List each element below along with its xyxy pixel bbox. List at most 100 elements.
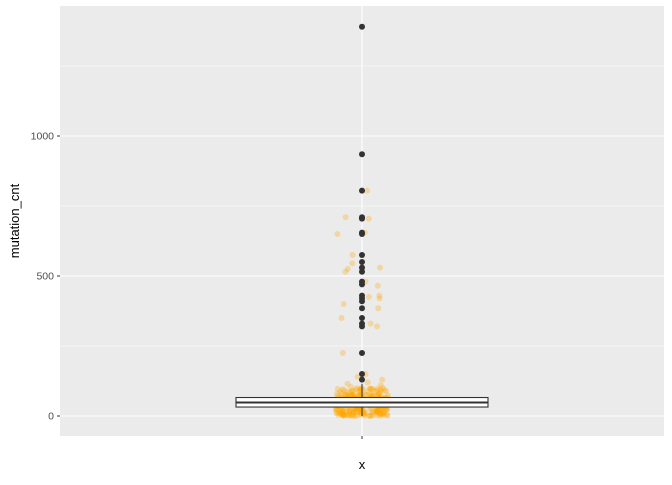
jitter-point [366, 385, 373, 392]
jitter-point [354, 373, 361, 380]
jitter-point [344, 380, 351, 387]
jitter-point [347, 389, 353, 396]
jitter-point [336, 407, 343, 414]
jitter-point [358, 391, 365, 398]
jitter-point [342, 411, 349, 418]
jitter-point [339, 386, 346, 393]
jitter-point [353, 409, 360, 416]
jitter-point [344, 266, 351, 272]
jitter-point [339, 406, 346, 413]
jitter-point [335, 409, 342, 416]
jitter-point [367, 412, 374, 419]
outlier-point [359, 23, 365, 30]
jitter-point [352, 413, 359, 419]
jitter-point [383, 406, 390, 413]
jitter-point [368, 391, 375, 398]
jitter-point [333, 390, 340, 397]
jitter-point [380, 385, 386, 391]
jitter-point [374, 282, 381, 289]
jitter-point [374, 407, 381, 413]
jitter-point [374, 408, 381, 415]
jitter-point [377, 386, 384, 393]
jitter-point [339, 409, 346, 416]
jitter-point [340, 412, 347, 419]
jitter-point [369, 409, 376, 416]
y-axis-label: mutation_cnt [7, 183, 22, 258]
jitter-point [375, 407, 382, 413]
jitter-point [339, 411, 346, 418]
jitter-point [349, 412, 356, 419]
jitter-point [339, 408, 346, 415]
jitter-point [341, 412, 348, 419]
jitter-point [379, 411, 386, 418]
jitter-point [341, 387, 348, 394]
outlier-point [359, 215, 365, 222]
jitter-point [359, 386, 366, 393]
jitter-point [373, 387, 380, 394]
jitter-point [350, 408, 357, 415]
jitter-point [375, 392, 382, 399]
jitter-point [361, 411, 368, 418]
jitter-point [354, 385, 360, 392]
jitter-point [338, 315, 345, 321]
outlier-point [359, 315, 365, 321]
jitter-point [374, 323, 381, 330]
jitter-point [383, 388, 390, 394]
jitter-point [341, 411, 347, 418]
jitter-point [373, 408, 380, 415]
jitter-point [343, 392, 349, 399]
jitter-point [382, 407, 389, 414]
jitter-point [366, 412, 373, 419]
jitter-point [337, 388, 344, 395]
jitter-point [350, 408, 357, 415]
jitter-point [367, 320, 374, 327]
jitter-point [369, 386, 376, 393]
jitter-point [342, 268, 349, 275]
jitter-point [347, 412, 353, 419]
jitter-point [340, 412, 347, 419]
outlier-point [359, 259, 365, 265]
outlier-point [359, 305, 365, 312]
jitter-point [349, 388, 356, 395]
box [235, 383, 489, 416]
jitter-point [352, 386, 359, 393]
outlier-point [359, 151, 365, 158]
jitter-point [349, 252, 356, 258]
jitter-point [381, 411, 388, 418]
jitter-point [374, 385, 381, 392]
y-tick-label: 1000 [31, 131, 55, 143]
jitter-point [375, 407, 382, 414]
jitter-point [365, 294, 372, 300]
jitter-point [351, 392, 358, 399]
jitter-point [337, 407, 344, 414]
jitter-point [377, 406, 384, 413]
jitter-point [378, 387, 385, 394]
jitter-point [368, 406, 375, 413]
y-tick-label: 500 [36, 271, 54, 283]
jitter-point [347, 407, 354, 414]
jitter-point [373, 412, 380, 419]
jitter-point [379, 410, 386, 417]
jitter-point [349, 412, 356, 419]
jitter-point [373, 407, 380, 413]
jitter-point [338, 390, 345, 397]
jitter-point [344, 412, 351, 419]
jitter-point [365, 215, 372, 222]
jitter-point [367, 391, 373, 398]
outlier-point [359, 376, 365, 383]
jitter-point [384, 411, 390, 418]
y-tick-label: 0 [48, 411, 54, 423]
jitter-point [349, 392, 356, 398]
jitter-point [376, 412, 383, 419]
outlier-point [359, 268, 365, 275]
outlier-point [359, 298, 365, 305]
jitter-point [333, 406, 340, 413]
jitter-point [371, 388, 378, 395]
jitter-point [340, 301, 347, 307]
jitter-point [355, 387, 362, 394]
jitter-point [335, 412, 342, 418]
jitter-point [367, 412, 374, 419]
jitter-point [347, 383, 354, 390]
jitter-point [375, 391, 382, 397]
outlier-points [359, 23, 365, 383]
